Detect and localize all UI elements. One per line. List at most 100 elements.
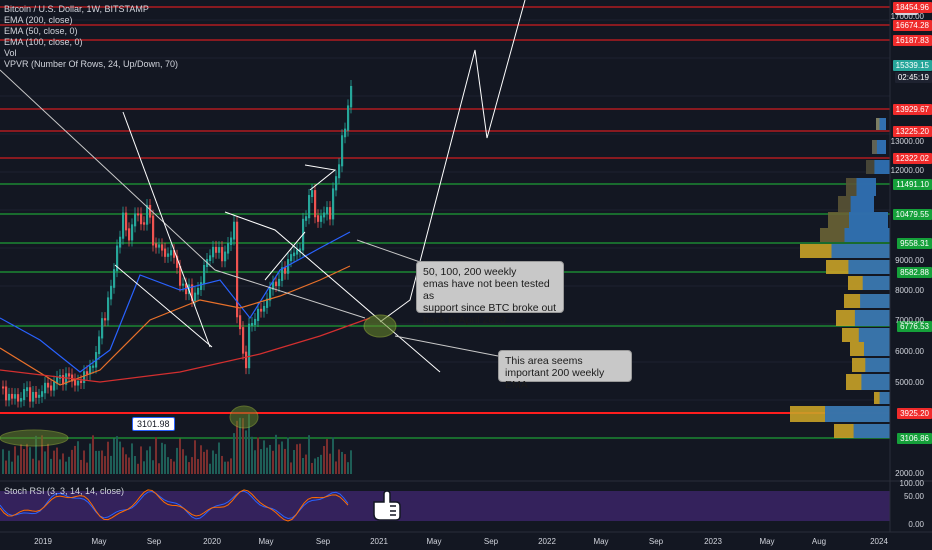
- volume-bar: [56, 447, 58, 474]
- candle-body: [347, 105, 350, 131]
- volume-bar: [335, 461, 337, 474]
- volume-bar: [224, 461, 226, 474]
- price-level-tag: 18454.96: [892, 2, 932, 13]
- indicator-ema100[interactable]: EMA (100, close, 0): [4, 37, 83, 47]
- volume-bar: [65, 461, 67, 474]
- volume-profile-up-bar: [850, 196, 874, 212]
- candle-body: [53, 381, 56, 391]
- indicator-volume[interactable]: Vol: [4, 48, 17, 58]
- volume-bar: [164, 444, 166, 474]
- volume-bar: [83, 450, 85, 474]
- candle-body: [299, 248, 302, 252]
- volume-bar: [242, 418, 244, 474]
- volume-profile-up-bar: [876, 140, 886, 154]
- volume-bar: [302, 457, 304, 474]
- candle-body: [245, 351, 248, 369]
- volume-bar: [266, 447, 268, 474]
- candle-body: [11, 393, 14, 399]
- candle-body: [38, 394, 41, 398]
- volume-profile-up-bar: [848, 260, 890, 274]
- volume-bar: [263, 440, 265, 474]
- stoch-rsi-label[interactable]: Stoch RSI (3, 3, 14, 14, close): [4, 486, 125, 496]
- volume-bar: [95, 450, 97, 474]
- price-axis-label: 13000.00: [890, 137, 924, 146]
- volume-bar: [341, 451, 343, 474]
- volume-bar: [194, 440, 196, 474]
- candle-body: [263, 305, 266, 312]
- candle-body: [35, 391, 38, 398]
- candle-body: [83, 371, 86, 383]
- price-axis-label: 9000.00: [895, 256, 924, 265]
- pennant: [304, 164, 337, 191]
- volume-bar: [77, 441, 79, 474]
- candle-body: [278, 278, 281, 287]
- volume-bar: [203, 451, 205, 474]
- volume-bar: [239, 417, 241, 474]
- price-level-tag: 16187.83: [892, 35, 932, 46]
- symbol-title[interactable]: Bitcoin / U.S. Dollar, 1W, BITSTAMP: [4, 4, 149, 14]
- volume-bar: [116, 436, 118, 474]
- candle-body: [272, 281, 275, 290]
- stoch-axis-label: 50.00: [903, 492, 924, 501]
- price-level-tag: 13225.20: [892, 126, 932, 137]
- candle-body: [125, 212, 128, 231]
- candle-body: [344, 128, 347, 138]
- candle-body: [254, 318, 257, 326]
- volume-bar: [308, 435, 310, 474]
- candle-body: [8, 393, 11, 401]
- candle-body: [203, 265, 206, 285]
- volume-bar: [287, 437, 289, 474]
- candle-body: [167, 253, 170, 257]
- indicator-ema200[interactable]: EMA (200, close): [4, 15, 73, 25]
- candle-body: [47, 382, 50, 388]
- volume-bar: [188, 462, 190, 474]
- volume-bar: [323, 446, 325, 474]
- candle-body: [86, 371, 89, 375]
- candle-body: [143, 222, 146, 225]
- volume-bar: [320, 454, 322, 474]
- price-level-tag: 9558.31: [897, 238, 932, 249]
- volume-bar: [80, 459, 82, 474]
- indicator-ema50[interactable]: EMA (50, close, 0): [4, 26, 78, 36]
- candle-body: [227, 242, 230, 254]
- volume-bar: [284, 448, 286, 474]
- candle-body: [314, 190, 317, 218]
- price-axis-label: 7000.00: [895, 316, 924, 325]
- candle-body: [296, 249, 299, 255]
- volume-profile-up-bar: [856, 178, 876, 196]
- volume-profile-up-bar: [825, 406, 890, 422]
- candle-body: [29, 387, 32, 402]
- candle-body: [341, 135, 344, 167]
- volume-bar: [230, 458, 232, 474]
- area-annotation-note[interactable]: This area seems important 200 weekly EMA: [498, 350, 632, 391]
- candle-body: [137, 213, 140, 216]
- indicator-vpvr[interactable]: VPVR (Number Of Rows, 24, Up/Down, 70): [4, 59, 179, 69]
- volume-profile-up-bar: [854, 310, 890, 326]
- volume-bar: [191, 457, 193, 474]
- volume-bar: [59, 459, 61, 474]
- note-line: important 200 weekly EMA: [505, 367, 605, 391]
- chart-legend: Bitcoin / U.S. Dollar, 1W, BITSTAMP EMA …: [4, 4, 178, 70]
- ema-annotation-note[interactable]: 50, 100, 200 weekly emas have not been te…: [416, 261, 564, 326]
- trendline-long: [0, 69, 366, 319]
- candle-body: [17, 394, 20, 402]
- volume-bar: [119, 441, 121, 474]
- note-line: support since BTC broke out: [423, 302, 557, 314]
- candle-body: [290, 254, 293, 262]
- volume-bar: [272, 450, 274, 474]
- volume-bar: [245, 430, 247, 474]
- candle-body: [107, 297, 110, 321]
- candle-body: [155, 243, 158, 248]
- candle-body: [293, 252, 296, 257]
- time-axis-label: May: [593, 537, 609, 546]
- candle-body: [74, 379, 77, 386]
- price-level-tag: 3925.20: [897, 408, 932, 419]
- candle-body: [140, 213, 143, 225]
- current-price-tag: 15339.15: [892, 60, 932, 71]
- candle-body: [350, 85, 353, 108]
- candle-body: [284, 267, 287, 274]
- volume-bar: [344, 454, 346, 474]
- volume-bar: [26, 443, 28, 474]
